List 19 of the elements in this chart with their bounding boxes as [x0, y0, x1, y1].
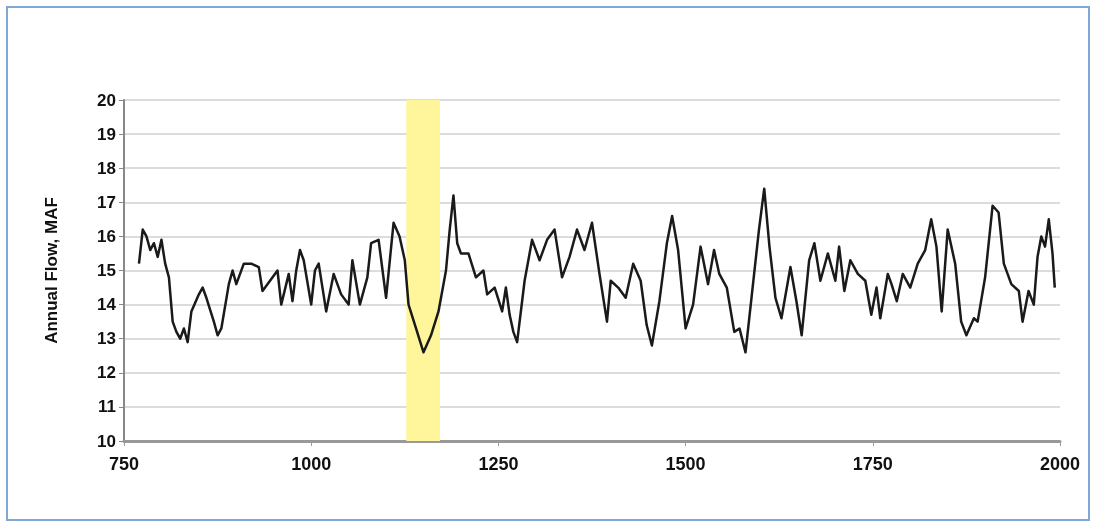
x-tick-label: 1500 — [665, 454, 706, 474]
y-tick-label: 11 — [98, 397, 116, 417]
y-tick-label: 15 — [97, 261, 116, 280]
y-tick-label: 20 — [97, 90, 116, 110]
x-tick-label: 1250 — [478, 454, 519, 474]
y-tick-label: 18 — [97, 158, 116, 178]
x-tick-label: 750 — [108, 454, 140, 474]
y-tick-label: 14 — [97, 295, 117, 315]
x-tick-label: 1750 — [852, 454, 893, 474]
y-tick-label: 17 — [97, 192, 116, 212]
y-tick-label: 16 — [97, 226, 116, 246]
x-tick-label: 1000 — [291, 454, 332, 474]
y-tick-label: 12 — [97, 363, 116, 383]
y-tick-label: 13 — [97, 329, 116, 349]
y-tick-label: 19 — [97, 124, 116, 144]
y-tick-label: 10 — [97, 431, 116, 451]
line-series — [137, 187, 1057, 354]
x-tick-label: 2000 — [1039, 454, 1081, 474]
y-axis-title: Annual Flow, MAF — [42, 197, 61, 344]
